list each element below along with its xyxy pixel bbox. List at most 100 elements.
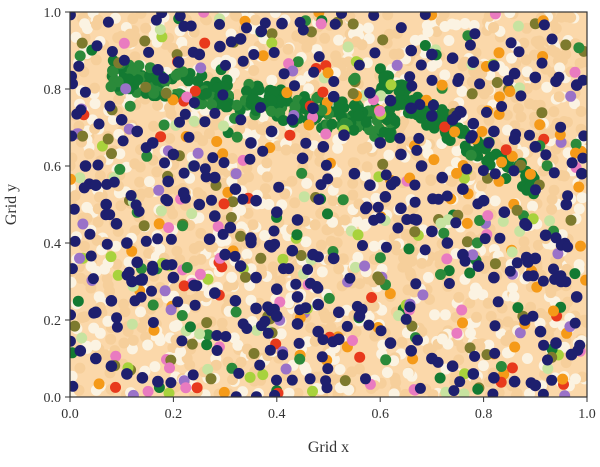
scatter-point (548, 167, 560, 179)
scatter-point (244, 153, 256, 165)
scatter-point (404, 71, 416, 83)
scatter-point (337, 253, 349, 265)
scatter-point (70, 160, 76, 172)
x-tick-label: 1.0 (578, 407, 596, 422)
scatter-point (79, 86, 91, 98)
scatter-point (112, 269, 124, 281)
scatter-point (538, 19, 550, 31)
scatter-point (488, 372, 500, 384)
scatter-point (218, 386, 230, 397)
scatter-point (438, 227, 450, 239)
scatter-point (520, 251, 532, 263)
scatter-point (570, 79, 583, 91)
scatter-point (559, 170, 570, 182)
scatter-point (467, 249, 479, 261)
scatter-point (286, 244, 299, 257)
scatter-point (134, 176, 146, 188)
scatter-point (332, 142, 344, 154)
scatter-point (255, 102, 266, 113)
scatter-point (266, 105, 277, 117)
scatter-point (320, 159, 332, 171)
scatter-point (140, 22, 152, 34)
scatter-point (464, 267, 476, 279)
scatter-point (521, 66, 533, 78)
scatter-point (90, 179, 102, 191)
scatter-point (339, 214, 351, 226)
scatter-point (142, 339, 154, 351)
scatter-point (471, 311, 482, 323)
scatter-point (361, 141, 373, 153)
scatter-point (110, 240, 122, 252)
plot-frame (69, 11, 588, 398)
scatter-point (384, 288, 396, 300)
scatter-point (130, 199, 142, 211)
scatter-point (89, 82, 101, 94)
scatter-point (241, 22, 252, 34)
scatter-point (433, 193, 444, 205)
scatter-point (368, 12, 380, 21)
scatter-point (508, 67, 521, 80)
scatter-point (290, 278, 302, 290)
scatter-point (374, 274, 386, 286)
scatter-point (210, 359, 222, 371)
scatter-point (533, 38, 545, 50)
scatter-point (223, 280, 235, 292)
scatter-point (364, 179, 376, 191)
scatter-point (248, 49, 260, 60)
scatter-point (284, 129, 296, 141)
scatter-point (576, 192, 587, 204)
scatter-point (124, 28, 136, 40)
scatter-point (243, 171, 254, 183)
scatter-point (153, 218, 165, 230)
scatter-point (88, 322, 100, 334)
scatter-point (174, 12, 186, 22)
scatter-point (201, 339, 213, 351)
scatter-point (573, 181, 585, 193)
scatter-point (398, 115, 410, 127)
scatter-point (70, 370, 78, 382)
scatter-point (241, 85, 252, 97)
scatter-point (546, 203, 558, 215)
scatter-point (557, 373, 569, 385)
scatter-point (406, 255, 418, 267)
scatter-point (105, 81, 117, 93)
scatter-point (155, 131, 167, 143)
scatter-point (529, 252, 542, 265)
scatter-point (181, 262, 193, 273)
scatter-point (268, 47, 280, 58)
scatter-point (105, 251, 117, 263)
scatter-point (405, 44, 418, 57)
scatter-point (575, 240, 586, 252)
scatter-point (266, 74, 278, 86)
x-axis-label: Grid x (308, 439, 349, 456)
x-tick-label: 0.0 (61, 407, 79, 422)
scatter-point (347, 88, 359, 100)
scatter-point (216, 317, 228, 329)
scatter-point (476, 180, 487, 192)
scatter-point (218, 198, 230, 210)
scatter-point (212, 221, 224, 232)
scatter-point (322, 67, 334, 79)
scatter-point (110, 350, 122, 362)
scatter-point (570, 291, 583, 303)
scatter-point (450, 217, 462, 229)
scatter-point (347, 335, 358, 346)
scatter-point (327, 216, 338, 228)
scatter-point (266, 28, 278, 40)
scatter-point (511, 204, 523, 216)
scatter-point (135, 306, 146, 318)
scatter-point (233, 367, 245, 379)
scatter-point (105, 333, 117, 345)
scatter-point (84, 228, 96, 240)
scatter-point (163, 387, 175, 397)
scatter-point (235, 114, 247, 126)
scatter-point (152, 99, 164, 111)
scatter-point (131, 256, 143, 269)
scatter-point (170, 69, 182, 81)
scatter-point (474, 215, 486, 226)
scatter-point (369, 47, 381, 59)
scatter-point (360, 116, 372, 128)
scatter-point (527, 200, 538, 212)
scatter-point (294, 16, 306, 28)
scatter-point (164, 362, 175, 374)
